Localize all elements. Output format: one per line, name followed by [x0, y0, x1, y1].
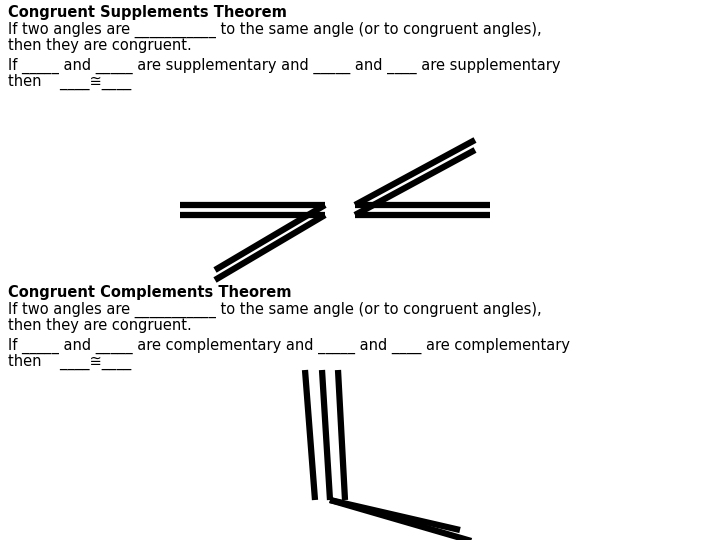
- Text: then they are congruent.: then they are congruent.: [8, 38, 192, 53]
- Text: Congruent Supplements Theorem: Congruent Supplements Theorem: [8, 5, 287, 20]
- Text: If two angles are ___________ to the same angle (or to congruent angles),: If two angles are ___________ to the sam…: [8, 302, 541, 318]
- Text: If two angles are ___________ to the same angle (or to congruent angles),: If two angles are ___________ to the sam…: [8, 22, 541, 38]
- Text: then they are congruent.: then they are congruent.: [8, 318, 192, 333]
- Text: then    ____≅____: then ____≅____: [8, 74, 131, 90]
- Text: If _____ and _____ are complementary and _____ and ____ are complementary: If _____ and _____ are complementary and…: [8, 338, 570, 354]
- Text: then    ____≅____: then ____≅____: [8, 354, 131, 370]
- Text: Congruent Complements Theorem: Congruent Complements Theorem: [8, 285, 292, 300]
- Text: If _____ and _____ are supplementary and _____ and ____ are supplementary: If _____ and _____ are supplementary and…: [8, 58, 560, 74]
